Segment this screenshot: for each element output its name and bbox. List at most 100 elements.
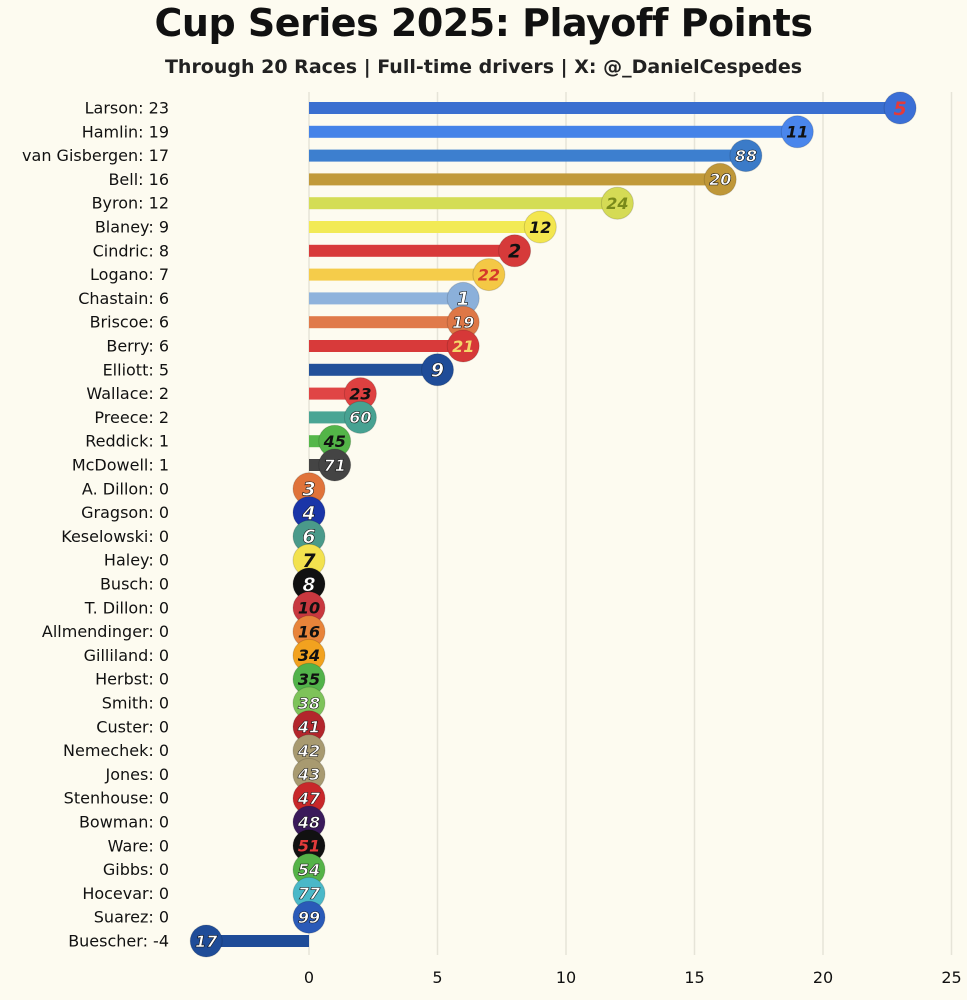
x-axis: 0 5 10 15 20 25 xyxy=(304,968,962,987)
car-number: 42 xyxy=(297,741,320,760)
car-number: 71 xyxy=(324,456,346,475)
car-number: 1 xyxy=(457,288,470,310)
car-number: 16 xyxy=(298,622,320,641)
car-number: 6 xyxy=(302,526,315,548)
car-number: 60 xyxy=(349,408,371,427)
car-number: 99 xyxy=(298,908,320,927)
driver-label: Bell: 16 xyxy=(108,170,169,189)
car-number: 41 xyxy=(297,718,320,737)
bar xyxy=(309,363,438,376)
bar xyxy=(309,221,541,233)
car-number-badge xyxy=(421,353,454,387)
car-number: 19 xyxy=(452,313,474,332)
driver-label: McDowell: 1 xyxy=(72,456,169,475)
car-number: 48 xyxy=(297,813,320,832)
driver-label: Bowman: 0 xyxy=(79,813,169,832)
driver-label: T. Dillon: 0 xyxy=(84,598,169,617)
car-number: 5 xyxy=(893,98,906,120)
car-number-badge xyxy=(729,139,763,173)
car-number: 7 xyxy=(302,550,316,572)
bar xyxy=(309,268,489,281)
car-number: 23 xyxy=(349,384,371,403)
driver-label: Hocevar: 0 xyxy=(82,884,169,903)
driver-label: Preece: 2 xyxy=(94,408,169,427)
car-number: 17 xyxy=(195,932,218,951)
driver-label: Elliott: 5 xyxy=(103,360,169,379)
bar xyxy=(309,292,464,305)
driver-label: Buescher: -4 xyxy=(68,932,169,951)
car-number-badge xyxy=(343,400,377,434)
driver-label: Nemechek: 0 xyxy=(63,741,169,760)
x-tick-label: 0 xyxy=(304,968,314,987)
x-tick-label: 15 xyxy=(684,968,704,987)
car-number-badge xyxy=(446,329,480,363)
car-number: 11 xyxy=(786,123,808,142)
bar xyxy=(309,125,798,138)
chart-title: Cup Series 2025: Playoff Points xyxy=(154,1,813,45)
x-tick-label: 20 xyxy=(813,968,833,987)
car-number-badge xyxy=(472,258,506,292)
driver-label: Herbst: 0 xyxy=(95,670,169,689)
bar xyxy=(309,173,721,186)
bar xyxy=(309,102,901,114)
driver-label: Stenhouse: 0 xyxy=(64,789,169,808)
x-tick-label: 25 xyxy=(941,968,961,987)
car-number-badge xyxy=(498,234,532,268)
car-number: 47 xyxy=(297,789,321,808)
driver-label: Wallace: 2 xyxy=(86,384,169,403)
car-number: 77 xyxy=(298,884,321,903)
driver-label: Briscoe: 6 xyxy=(90,313,169,332)
car-number-badge xyxy=(189,924,223,958)
car-number-badge xyxy=(780,115,814,149)
driver-label: Gibbs: 0 xyxy=(103,860,169,879)
car-number-badge xyxy=(318,448,352,482)
car-number-badge xyxy=(703,162,737,196)
car-number: 21 xyxy=(452,337,474,356)
bar xyxy=(309,197,618,210)
car-number: 10 xyxy=(298,599,320,618)
car-number: 12 xyxy=(529,218,551,237)
driver-label: Gragson: 0 xyxy=(81,503,169,522)
driver-label: Logano: 7 xyxy=(90,265,169,284)
driver-label: Suarez: 0 xyxy=(94,908,169,927)
driver-label: Hamlin: 19 xyxy=(82,122,169,141)
driver-label: Byron: 12 xyxy=(92,194,169,213)
bars: 5118820241222211921923604571346781016343… xyxy=(189,91,917,958)
driver-label: Berry: 6 xyxy=(106,337,169,356)
car-number: 35 xyxy=(298,670,320,689)
driver-label: Haley: 0 xyxy=(104,551,169,570)
driver-labels: Larson: 23 Hamlin: 19 van Gisbergen: 17 Bel… xyxy=(22,99,169,951)
car-number: 2 xyxy=(508,241,521,263)
bar xyxy=(309,316,464,329)
bar xyxy=(309,340,464,352)
car-number-badge xyxy=(883,91,917,125)
car-number: 43 xyxy=(297,765,320,784)
car-number: 22 xyxy=(478,265,500,284)
bar xyxy=(309,244,515,257)
driver-label: Ware: 0 xyxy=(108,836,169,855)
car-number-badge xyxy=(523,210,557,244)
car-number: 45 xyxy=(323,432,346,451)
bar xyxy=(309,149,746,162)
driver-label: Cindric: 8 xyxy=(93,241,169,260)
driver-label: Smith: 0 xyxy=(102,694,169,713)
chart-subtitle: Through 20 Races | Full-time drivers | X… xyxy=(164,56,803,78)
car-number: 54 xyxy=(298,860,320,879)
driver-label: A. Dillon: 0 xyxy=(82,479,169,498)
car-number-badge xyxy=(600,186,634,220)
car-number: 24 xyxy=(606,194,628,213)
car-number: 34 xyxy=(298,646,320,665)
driver-label: Busch: 0 xyxy=(100,575,169,594)
driver-label: Chastain: 6 xyxy=(78,289,169,308)
driver-label: Jones: 0 xyxy=(105,765,169,784)
driver-label: Keselowski: 0 xyxy=(61,527,169,546)
car-number: 9 xyxy=(431,360,444,382)
car-number: 8 xyxy=(302,574,315,596)
driver-label: Reddick: 1 xyxy=(85,432,169,451)
driver-label: Larson: 23 xyxy=(85,99,169,118)
car-number: 51 xyxy=(298,837,320,856)
driver-label: van Gisbergen: 17 xyxy=(22,146,169,165)
car-number: 4 xyxy=(301,502,315,524)
driver-label: Blaney: 9 xyxy=(95,218,169,237)
